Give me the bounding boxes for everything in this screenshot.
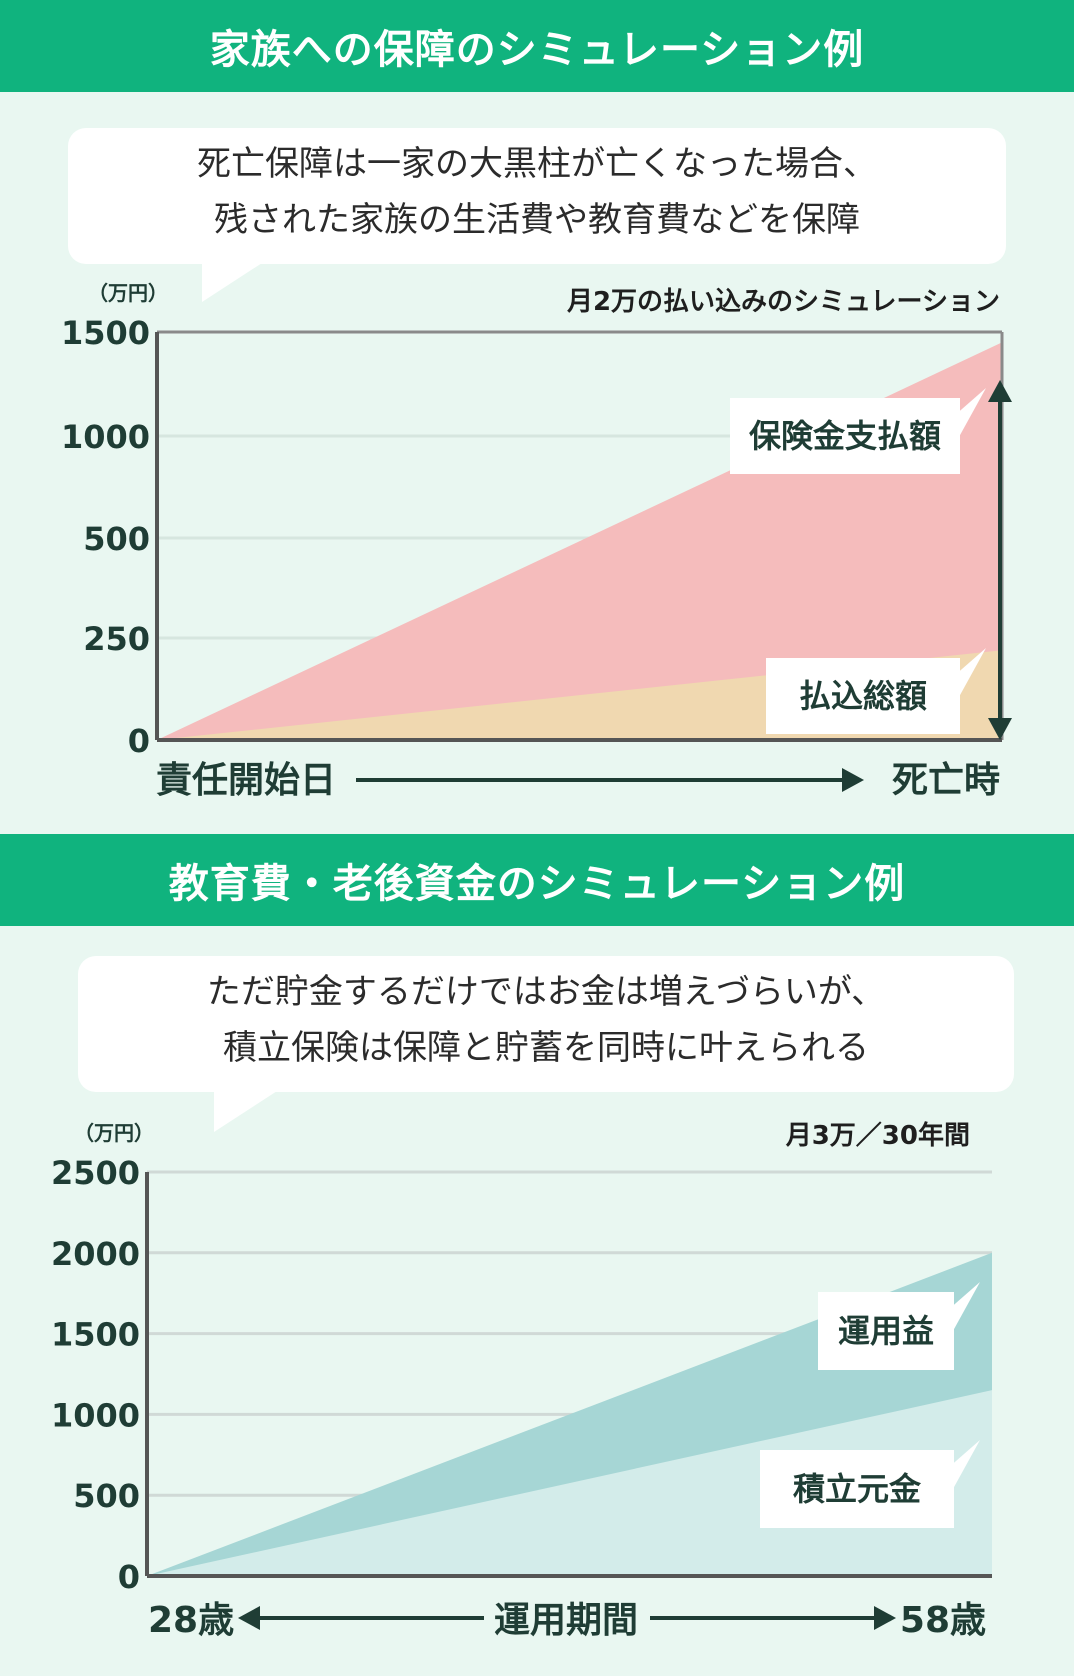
chart1-ytick-label-1000: 1000 — [61, 418, 150, 456]
chart2-ytick-label-1000: 1000 — [51, 1396, 140, 1434]
section1-bubble-line-1: 死亡保障は一家の大黒柱が亡くなった場合、 — [197, 144, 877, 184]
chart1-x-arrow-head — [842, 768, 864, 792]
chart1-double-arrow-head-up — [988, 380, 1012, 402]
chart2-ytick-label-2000: 2000 — [51, 1235, 140, 1273]
chart2-area-principal — [147, 1390, 992, 1576]
chart2-x-arrow-head-left — [238, 1606, 260, 1630]
section2-bubble-line-2: 積立保険は保障と貯蓄を同時に叶えられる — [223, 1028, 869, 1068]
chart2-tag-gain-box — [818, 1292, 954, 1370]
chart1-double-arrow-head-down — [988, 718, 1012, 740]
chart1-tag-payout-tail — [954, 388, 986, 446]
section1-bubble-tail — [202, 250, 282, 302]
chart1-start-label-bg — [144, 754, 352, 810]
chart1-y-unit: （万円） — [88, 281, 168, 305]
chart1-ytick-label-500: 500 — [83, 520, 150, 558]
chart1-ytick-label-1500: 1500 — [61, 314, 150, 352]
chart2-ytick-label-0: 0 — [118, 1558, 140, 1596]
chart1-x-end-label: 死亡時 — [892, 760, 1000, 801]
section1-bubble-line-2: 残された家族の生活費や教育費などを保障 — [214, 200, 860, 240]
chart1-tag-payout: 保険金支払額 — [730, 388, 986, 474]
chart2-tag-principal-box — [760, 1450, 954, 1528]
chart2-title: 月3万／30年間 — [785, 1120, 970, 1151]
section2-bubble-tail — [214, 1080, 294, 1132]
chart2-tag-gain-tail — [948, 1282, 980, 1340]
section1-header: 家族への保障のシミュレーション例 — [0, 0, 1074, 92]
chart2-x-end-label: 58歳 — [900, 1600, 986, 1641]
chart2-tag-gain-label: 運用益 — [838, 1312, 934, 1350]
chart2-x-start-label: 28歳 — [148, 1600, 234, 1641]
chart1-tag-premiums-box — [766, 658, 960, 734]
chart-1-insurance: 0 250 500 1000 1500 （万円） 月2万の払い込みのシミュレーション保険金支… — [61, 281, 1012, 810]
chart1-tag-premiums-label: 払込総額 — [799, 677, 927, 715]
chart1-tag-payout-box — [730, 398, 960, 474]
chart1-ytick-label-0: 0 — [128, 722, 150, 760]
chart2-ytick-label-2500: 2500 — [51, 1154, 140, 1192]
chart1-tag-payout-label: 保険金支払額 — [749, 417, 941, 455]
chart2-tag-principal: 積立元金 — [760, 1440, 980, 1528]
chart2-x-mid-label: 運用期間 — [494, 1600, 638, 1641]
chart1-tag-premiums-tail — [954, 648, 986, 706]
chart2-ytick-label-1500: 1500 — [51, 1316, 140, 1354]
section2-title: 教育費・老後資金のシミュレーション例 — [168, 861, 906, 907]
chart2-ytick-label-500: 500 — [73, 1477, 140, 1515]
section2-header: 教育費・老後資金のシミュレーション例 — [0, 834, 1074, 926]
chart2-x-arrow-head-right — [874, 1606, 896, 1630]
chart1-x-start-label: 責任開始日 — [156, 760, 336, 801]
section1-speech-bubble: 死亡保障は一家の大黒柱が亡くなった場合、 残された家族の生活費や教育費などを保障 — [68, 128, 1006, 264]
chart2-y-unit: （万円） — [74, 1121, 154, 1145]
chart1-tag-premiums: 払込総額 — [766, 648, 986, 734]
chart1-title: 月2万の払い込みのシミュレーション — [566, 287, 1000, 317]
section1-title: 家族への保障のシミュレーション例 — [209, 27, 865, 73]
chart2-tag-principal-label: 積立元金 — [793, 1470, 922, 1508]
chart2-tag-gain: 運用益 — [818, 1282, 980, 1370]
section2-bubble-line-1: ただ貯金するだけではお金は増えづらいが、 — [206, 972, 886, 1012]
chart1-ytick-label-250: 250 — [83, 620, 150, 658]
section2-speech-bubble: ただ貯金するだけではお金は増えづらいが、 積立保険は保障と貯蓄を同時に叶えられる — [78, 956, 1014, 1092]
chart2-tag-principal-tail — [948, 1440, 980, 1498]
